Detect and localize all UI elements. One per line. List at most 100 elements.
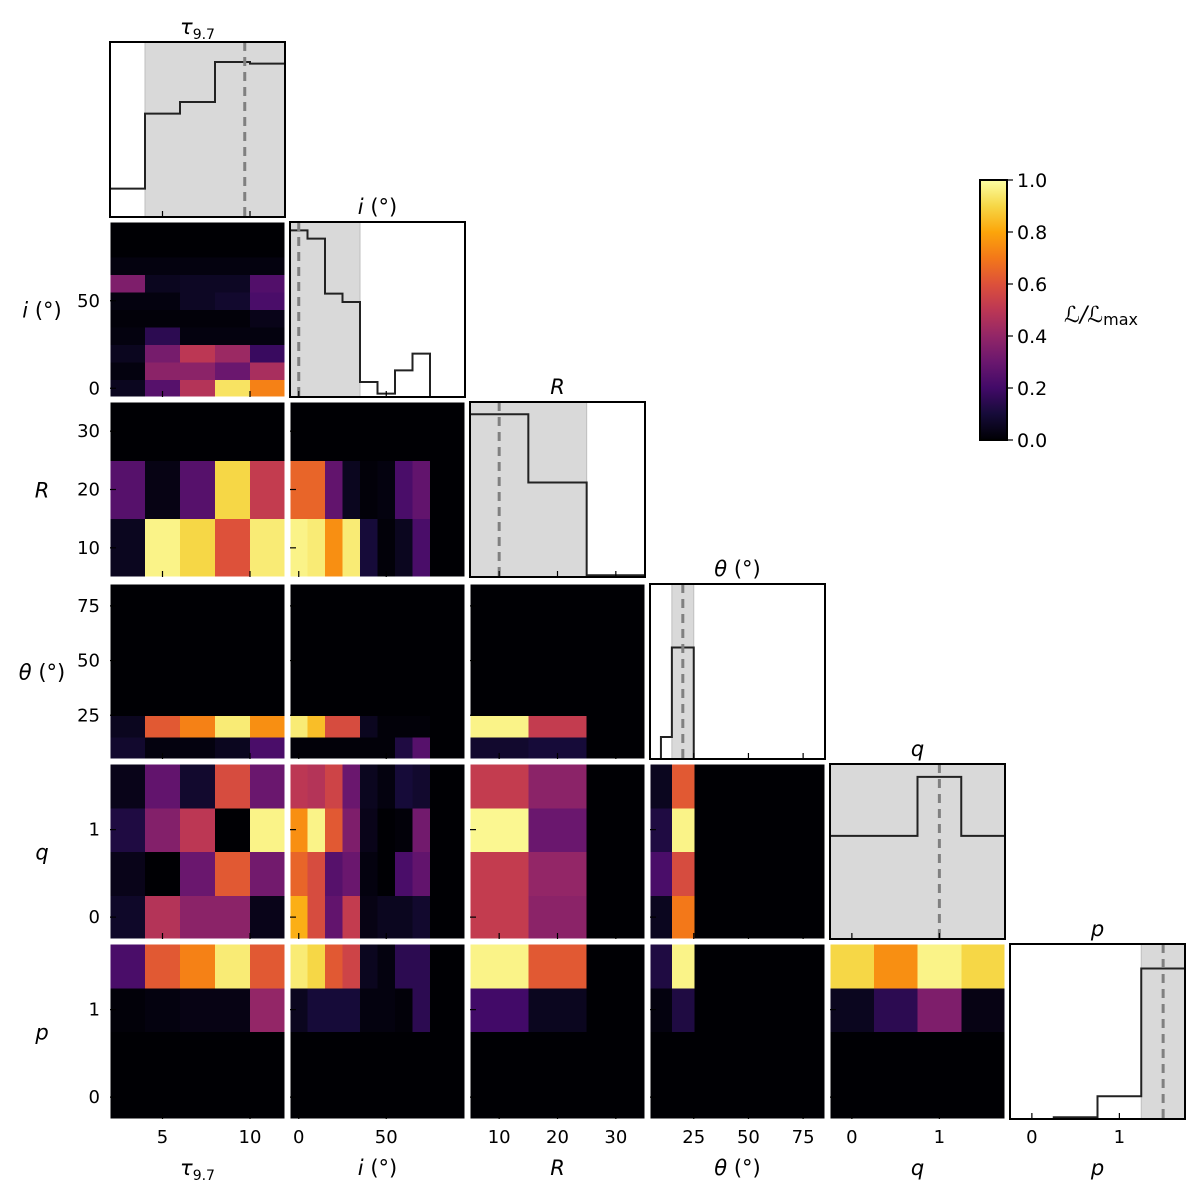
- heatmap-cell: [360, 402, 378, 461]
- heatmap-cell: [873, 1031, 918, 1076]
- heatmap-cell: [250, 1075, 286, 1120]
- heatmap-i-vs-tau: [110, 222, 286, 398]
- heatmap-cell: [528, 584, 588, 716]
- x-axis-label-R: R: [550, 1156, 565, 1180]
- heatmap-cell: [377, 807, 396, 852]
- heatmap-cell: [671, 851, 695, 896]
- heatmap-cell: [145, 944, 181, 989]
- heatmap-cell: [873, 1075, 918, 1120]
- heatmap-cell: [307, 851, 326, 896]
- heatmap-cell: [290, 402, 308, 461]
- heatmap-cell: [215, 327, 251, 345]
- heatmap-cell: [830, 1031, 875, 1076]
- heatmap-cell: [342, 895, 361, 940]
- heatmap-cell: [110, 327, 146, 345]
- title-tau: τ9.7: [180, 15, 215, 43]
- panel-frame: [109, 583, 286, 760]
- heatmap-cell: [250, 222, 286, 240]
- heatmap-cell: [377, 987, 396, 1032]
- heatmap-cell: [470, 987, 529, 1032]
- heatmap-cell: [528, 764, 588, 809]
- histogram-step-line: [289, 229, 465, 398]
- heatmap-cell: [586, 851, 646, 896]
- heatmap-cell: [215, 292, 251, 310]
- heatmap-cell: [447, 402, 466, 461]
- heatmap-cell: [470, 944, 529, 989]
- heatmap-cell: [110, 274, 146, 293]
- x-axis-label-theta: θ (°): [714, 1156, 760, 1180]
- marginal-p: [1010, 943, 1186, 1120]
- heatmap-cell: [145, 584, 181, 716]
- heatmap-cell: [830, 987, 875, 1032]
- heatmap-cell: [145, 222, 181, 240]
- heatmap-cell: [145, 1075, 181, 1120]
- heatmap-p-vs-i: [290, 944, 466, 1120]
- heatmap-cell: [528, 944, 588, 989]
- heatmap-cell: [586, 944, 646, 989]
- heatmap-cell: [215, 362, 251, 380]
- heatmap-cell: [145, 764, 181, 809]
- heatmap-cell: [290, 1031, 308, 1076]
- heatmap-cell: [290, 851, 308, 896]
- heatmap-cell: [215, 895, 251, 940]
- heatmap-cell: [215, 239, 251, 258]
- heatmap-cell: [447, 518, 466, 578]
- panel-frame: [289, 221, 466, 398]
- heatmap-cell: [290, 584, 308, 716]
- heatmap-cell: [290, 518, 308, 578]
- histogram-step-line: [829, 775, 1005, 939]
- heatmap-cell: [180, 987, 216, 1032]
- heatmap-cell: [145, 737, 181, 760]
- heatmap-cell: [180, 807, 216, 852]
- y-axis-label-i: i (°): [22, 299, 61, 323]
- heatmap-cell: [342, 715, 361, 738]
- panel-frame: [829, 943, 1006, 1120]
- x-tick-label: 50: [737, 1127, 760, 1148]
- heatmap-cell: [395, 807, 413, 852]
- heatmap-cell: [180, 257, 216, 275]
- heatmap-cell: [377, 715, 396, 738]
- heatmap-cell: [395, 737, 413, 760]
- heatmap-cell: [180, 274, 216, 293]
- heatmap-cell: [110, 1031, 146, 1076]
- heatmap-cell: [412, 460, 431, 520]
- x-axis-label-q: q: [911, 1156, 924, 1180]
- heatmap-cell: [307, 764, 326, 809]
- heatmap-cell: [360, 737, 378, 760]
- heatmap-cell: [377, 895, 396, 940]
- title-q: q: [911, 737, 924, 761]
- heatmap-cell: [360, 895, 378, 940]
- colorbar: 0.0 0.2 0.4 0.6 0.8 1.0 ℒ/ℒmax: [979, 170, 1138, 452]
- heatmap-cell: [342, 737, 361, 760]
- heatmap-cell: [412, 851, 431, 896]
- heatmap-cell: [360, 584, 378, 716]
- heatmap-p-vs-tau: [110, 944, 286, 1120]
- heatmap-cell: [830, 944, 875, 989]
- credible-interval-band: [671, 583, 695, 760]
- heatmap-cell: [215, 402, 251, 461]
- heatmap-cell: [145, 344, 181, 363]
- heatmap-cell: [412, 944, 431, 989]
- heatmap-cell: [873, 944, 918, 989]
- heatmap-cell: [215, 274, 251, 293]
- heatmap-cell: [145, 807, 181, 852]
- heatmap-R-vs-i: [290, 402, 466, 578]
- heatmap-cell: [528, 987, 588, 1032]
- heatmap-cell: [110, 344, 146, 363]
- heatmap-cell: [586, 807, 646, 852]
- heatmap-p-vs-theta: [650, 944, 825, 1120]
- heatmap-cell: [395, 944, 413, 989]
- heatmap-cell: [873, 987, 918, 1032]
- heatmap-cell: [360, 518, 378, 578]
- heatmap-R-vs-tau: [110, 402, 286, 578]
- heatmap-cell: [412, 737, 431, 760]
- heatmap-cell: [325, 764, 343, 809]
- heatmap-cell: [377, 518, 396, 578]
- y-axis-label-p: p: [34, 1021, 48, 1045]
- heatmap-cell: [447, 851, 466, 896]
- heatmap-cell: [430, 987, 448, 1032]
- panel-frame: [1009, 943, 1186, 1120]
- heatmap-cell: [377, 737, 396, 760]
- heatmap-cell: [650, 851, 673, 896]
- heatmap-cell: [250, 460, 286, 520]
